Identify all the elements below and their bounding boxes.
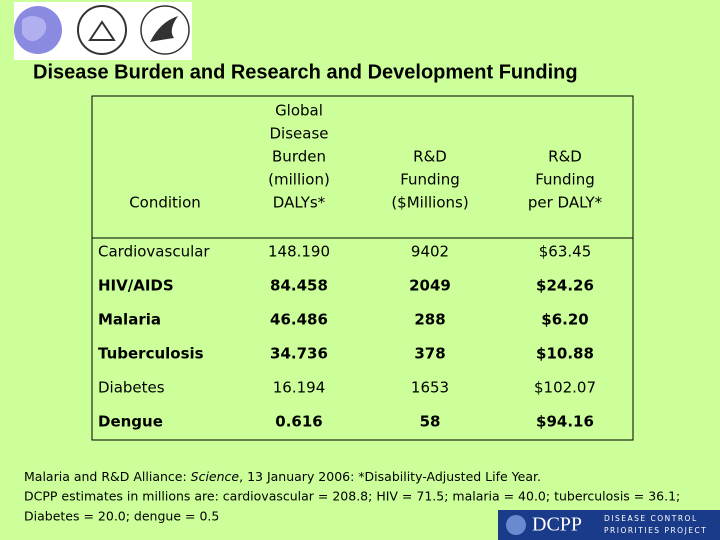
table-cell: $63.45 xyxy=(539,243,592,261)
table-cell: $6.20 xyxy=(541,311,588,329)
logo-name: DCPP xyxy=(532,514,582,536)
header-cell: Funding xyxy=(400,171,460,189)
row-label: Malaria xyxy=(98,311,161,329)
header-cell: Burden xyxy=(272,148,326,166)
header-cell: ($Millions) xyxy=(391,194,468,212)
footnote-text: , 13 January 2006: *Disability-Adjusted … xyxy=(239,469,541,484)
row-label: HIV/AIDS xyxy=(98,277,174,295)
header-cell: (million) xyxy=(268,171,330,189)
table-cell: $10.88 xyxy=(536,345,594,363)
table-cell: 378 xyxy=(414,345,445,363)
header-cell: Global xyxy=(275,102,323,120)
slide-title: Disease Burden and Research and Developm… xyxy=(33,61,578,83)
header-cell: R&D xyxy=(413,148,447,166)
table-cell: 0.616 xyxy=(275,413,322,431)
table-cell: 9402 xyxy=(411,243,449,261)
footnote-line: Diabetes = 20.0; dengue = 0.5 xyxy=(24,509,219,524)
header-cell: per DALY* xyxy=(528,194,603,212)
table-cell: 16.194 xyxy=(273,379,326,397)
table-cell: 58 xyxy=(420,413,441,431)
logo-tagline: DISEASE CONTROL xyxy=(604,514,698,523)
table-cell: 46.486 xyxy=(270,311,328,329)
footnote-line: DCPP estimates in millions are: cardiova… xyxy=(24,489,680,504)
table-cell: 148.190 xyxy=(268,243,330,261)
footnote-text: Malaria and R&D Alliance: xyxy=(24,469,191,484)
footnote-italic: Science xyxy=(191,469,240,484)
table-cell: 288 xyxy=(414,311,445,329)
logo-box xyxy=(14,2,192,60)
table-cell: $24.26 xyxy=(536,277,594,295)
table-cell: 84.458 xyxy=(270,277,328,295)
table-border xyxy=(91,95,634,441)
row-label: Tuberculosis xyxy=(98,345,204,363)
logo-tagline: PRIORITIES PROJECT xyxy=(604,526,707,535)
header-cell: R&D xyxy=(548,148,582,166)
table-cell: 34.736 xyxy=(270,345,328,363)
table-cell: $94.16 xyxy=(536,413,594,431)
header-cell: Condition xyxy=(129,194,201,212)
row-label: Cardiovascular xyxy=(98,243,210,261)
dcpp-logo: DCPP DISEASE CONTROL PRIORITIES PROJECT xyxy=(498,510,720,540)
header-cell: Disease xyxy=(270,125,329,143)
table: Condition Global Disease Burden (million) DAL… xyxy=(98,102,603,431)
row-label: Dengue xyxy=(98,413,163,431)
header-cell: Funding xyxy=(535,171,595,189)
table-cell: 2049 xyxy=(409,277,451,295)
footnote-line: Malaria and R&D Alliance: Science, 13 Ja… xyxy=(24,469,541,484)
table-cell: 1653 xyxy=(411,379,449,397)
row-label: Diabetes xyxy=(98,379,165,397)
header-cell: DALYs* xyxy=(273,194,326,212)
table-cell: $102.07 xyxy=(534,379,596,397)
